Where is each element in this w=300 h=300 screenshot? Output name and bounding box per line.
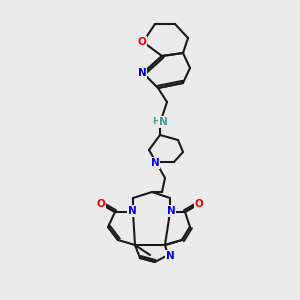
Text: N: N bbox=[138, 68, 146, 78]
Text: N: N bbox=[159, 117, 167, 127]
Text: N: N bbox=[138, 68, 146, 78]
Text: H: H bbox=[152, 118, 160, 127]
Text: N: N bbox=[151, 158, 159, 168]
Text: N: N bbox=[166, 251, 174, 261]
Text: N: N bbox=[128, 206, 136, 216]
Text: O: O bbox=[97, 199, 105, 209]
Text: O: O bbox=[138, 37, 146, 47]
Text: N: N bbox=[167, 206, 176, 216]
Text: O: O bbox=[195, 199, 203, 209]
